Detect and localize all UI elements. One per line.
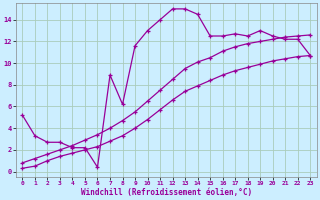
- X-axis label: Windchill (Refroidissement éolien,°C): Windchill (Refroidissement éolien,°C): [81, 188, 252, 197]
